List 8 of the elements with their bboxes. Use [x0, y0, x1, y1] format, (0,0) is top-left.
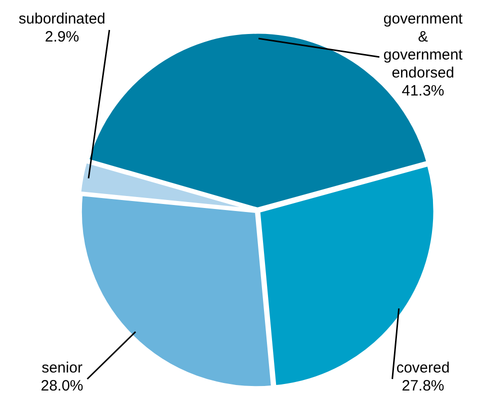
slice-label: government & government endorsed [383, 10, 464, 82]
data-label: 27.8% [402, 378, 444, 395]
slice-label: subordinated [18, 10, 106, 28]
data-label: 28.0% [40, 378, 84, 395]
data-label: 41.3% [402, 82, 444, 100]
data-label: 2.9% [44, 28, 80, 46]
slice-label: covered [396, 360, 450, 377]
slice-label: senior [42, 360, 82, 377]
